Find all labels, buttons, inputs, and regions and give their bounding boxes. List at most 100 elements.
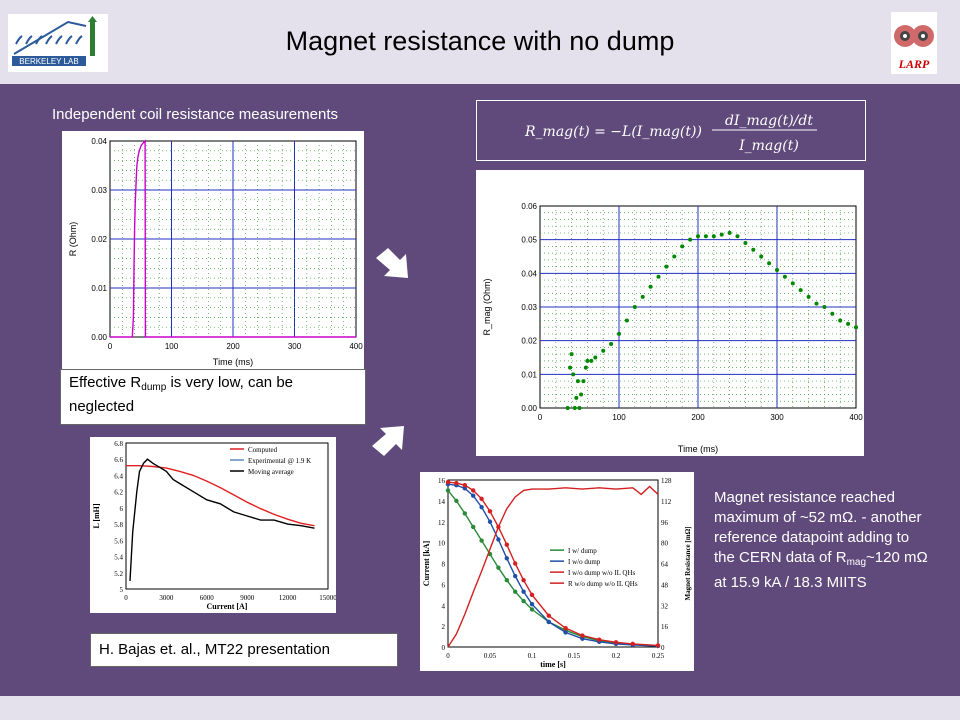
current-decay-legend-label: R w/o dump w/o IL QHs: [568, 580, 638, 588]
inductance-series-0: [126, 465, 315, 527]
larp-logo: LARP: [891, 12, 937, 74]
rdump-note: Effective Rdump is very low, can be negl…: [60, 369, 366, 425]
rdump-sub: dump: [141, 382, 167, 393]
coil-resistance-xtick: 200: [226, 342, 240, 351]
citation-box: H. Bajas et. al., MT22 presentation: [90, 633, 398, 667]
magnet-resistance-point: [703, 234, 708, 239]
berkeley-lab-logo: BERKELEY LAB: [8, 14, 108, 72]
magnet-resistance-point: [581, 379, 586, 384]
svg-text:LARP: LARP: [898, 57, 930, 71]
magnet-resistance-ytick: 0.04: [521, 269, 537, 278]
current-decay-ytick: 0: [442, 644, 446, 652]
inductance-series-1: [129, 458, 315, 581]
note-sub: mag: [846, 557, 867, 568]
current-decay-y2tick: 96: [661, 519, 669, 527]
current-decay-marker: [504, 542, 509, 547]
magnet-resistance-point: [798, 288, 803, 293]
coil-measurement-caption: Independent coil resistance measurements: [52, 106, 338, 123]
current-decay-marker: [445, 479, 451, 485]
current-decay-marker: [529, 592, 535, 598]
coil-resistance-ylabel: R (Ohm): [68, 222, 78, 257]
current-decay-xtick: 0.2: [612, 652, 621, 660]
inductance-ytick: 5: [120, 586, 124, 594]
current-decay-marker: [445, 488, 451, 493]
inductance-xtick: 3000: [159, 594, 174, 602]
magnet-resistance-point: [585, 358, 590, 363]
current-decay-marker: [521, 598, 526, 604]
magnet-resistance-ylabel: R_mag (Ohm): [482, 278, 492, 335]
magnet-resistance-xtick: 200: [691, 413, 705, 422]
current-decay-ytick: 16: [438, 477, 446, 485]
inductance-ytick: 5.2: [114, 570, 123, 578]
magnet-resistance-point: [617, 331, 621, 336]
magnet-resistance-point: [854, 325, 858, 330]
inductance-ytick: 6.2: [114, 489, 123, 497]
magnet-resistance-point: [648, 284, 653, 289]
magnet-resistance-point: [806, 294, 811, 299]
svg-text:BERKELEY LAB: BERKELEY LAB: [19, 57, 78, 66]
inductance-xtick: 15000: [319, 594, 336, 602]
current-decay-marker: [546, 619, 551, 625]
current-decay-ytick: 4: [442, 602, 446, 610]
current-decay-y2tick: 48: [661, 581, 669, 589]
coil-resistance-xtick: 400: [349, 342, 363, 351]
magnet-resistance-point: [814, 301, 819, 306]
current-decay-xtick: 0.25: [652, 652, 665, 660]
magnet-resistance-point: [759, 254, 764, 259]
current-decay-y2tick: 0: [661, 644, 665, 652]
current-decay-marker: [462, 511, 467, 516]
current-decay-marker: [504, 578, 509, 583]
current-decay-xlabel: time [s]: [540, 660, 566, 669]
current-decay-marker: [580, 633, 585, 638]
current-decay-y2tick: 16: [661, 623, 669, 631]
magnet-resistance-point: [577, 406, 582, 410]
inductance-xtick: 0: [124, 594, 128, 602]
current-decay-y2tick: 80: [661, 540, 669, 548]
current-decay-series-3: [447, 485, 659, 648]
current-decay-y2label: Magnet Resistance [mΩ]: [684, 526, 692, 600]
coil-resistance-ytick: 0.04: [91, 137, 107, 146]
coil-resistance-ytick: 0.02: [91, 235, 107, 244]
current-decay-ylabel: Current [kA]: [422, 540, 431, 586]
current-decay-marker: [496, 565, 501, 570]
current-decay-y2tick: 32: [661, 602, 669, 610]
magnet-resistance-point: [589, 358, 594, 363]
magnet-resistance-xtick: 400: [849, 413, 863, 422]
magnet-resistance-point: [579, 392, 584, 397]
coil-resistance-xtick: 300: [288, 342, 302, 351]
current-decay-marker: [597, 637, 602, 642]
magnet-resistance-point: [711, 234, 716, 239]
current-decay-marker: [504, 556, 509, 561]
current-decay-legend-label: I w/o dump w/o IL QHs: [568, 569, 635, 577]
magnet-resistance-point: [569, 352, 574, 357]
current-decay-marker: [487, 509, 493, 514]
magnet-resistance-point: [790, 281, 795, 286]
current-decay-marker: [521, 578, 526, 583]
magnet-resistance-xlabel: Time (ms): [678, 444, 718, 454]
magnet-resistance-point: [727, 230, 732, 235]
slide-footer: [0, 696, 960, 720]
magnet-resistance-point: [822, 305, 827, 309]
current-decay-legend-label: I w/o dump: [568, 558, 601, 566]
current-decay-ytick: 12: [438, 519, 446, 527]
current-decay-marker: [479, 504, 484, 510]
current-decay-marker: [462, 486, 467, 491]
inductance-ytick: 5.8: [114, 521, 123, 529]
coil-resistance-ytick: 0.00: [91, 333, 107, 342]
inductance-ytick: 6: [120, 505, 124, 513]
magnet-resistance-point: [572, 406, 577, 410]
current-decay-marker: [563, 626, 568, 631]
coil-resistance-svg: 0 100 200 300 400 0.00 0.01 0.02 0.03 0.04 Time (m…: [68, 137, 363, 367]
inductance-legend-label: Computed: [248, 446, 278, 454]
magnet-resistance-point: [775, 267, 779, 272]
inductance-ytick: 5.4: [114, 554, 123, 562]
current-decay-marker: [496, 537, 501, 542]
magnet-resistance-xtick: 0: [538, 413, 543, 422]
rdump-prefix: Effective R: [69, 374, 142, 391]
magnet-resistance-point: [571, 372, 576, 377]
inductance-xtick: 6000: [200, 594, 215, 602]
magnet-resistance-point: [601, 348, 606, 353]
current-decay-xtick: 0.1: [528, 652, 537, 660]
magnet-resistance-point: [680, 244, 685, 249]
